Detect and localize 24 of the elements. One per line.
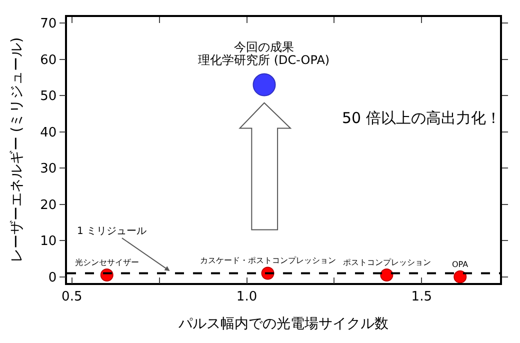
annotation: 理化学研究所 (DC-OPA) (198, 53, 330, 67)
x-tick-label: 0.5 (62, 289, 82, 304)
y-axis-title: レーザーエネルギー (ミリジュール) (9, 37, 26, 263)
point (252, 73, 276, 96)
x-tick-label: 1.5 (411, 289, 432, 304)
y-tick-label: 70 (40, 16, 57, 32)
annotation: 50 倍以上の高出力化！ (342, 109, 501, 127)
y-tick-label: 20 (40, 198, 57, 213)
y-tick-label: 60 (40, 52, 57, 68)
ref-line-label: 1 ミリジュール (77, 226, 147, 237)
x-tick-label: 1.0 (236, 289, 258, 304)
x-axis-title: パルス幅内での光電場サイクル数 (178, 316, 388, 332)
point (454, 270, 467, 284)
annotation: OPA (452, 260, 469, 269)
annotation: ポストコンプレッション (343, 258, 431, 267)
y-tick-label: 0 (48, 270, 57, 286)
annotation: 今回の成果 (234, 40, 294, 54)
annotation: 光シンセサイザー (75, 258, 139, 267)
point (380, 268, 394, 282)
y-tick-label: 30 (40, 162, 57, 177)
y-tick-label: 40 (40, 125, 57, 140)
annotation: カスケード・ポストコンプレッション (200, 256, 336, 265)
y-tick-label: 50 (40, 89, 57, 104)
y-tick-label: 10 (40, 234, 57, 250)
